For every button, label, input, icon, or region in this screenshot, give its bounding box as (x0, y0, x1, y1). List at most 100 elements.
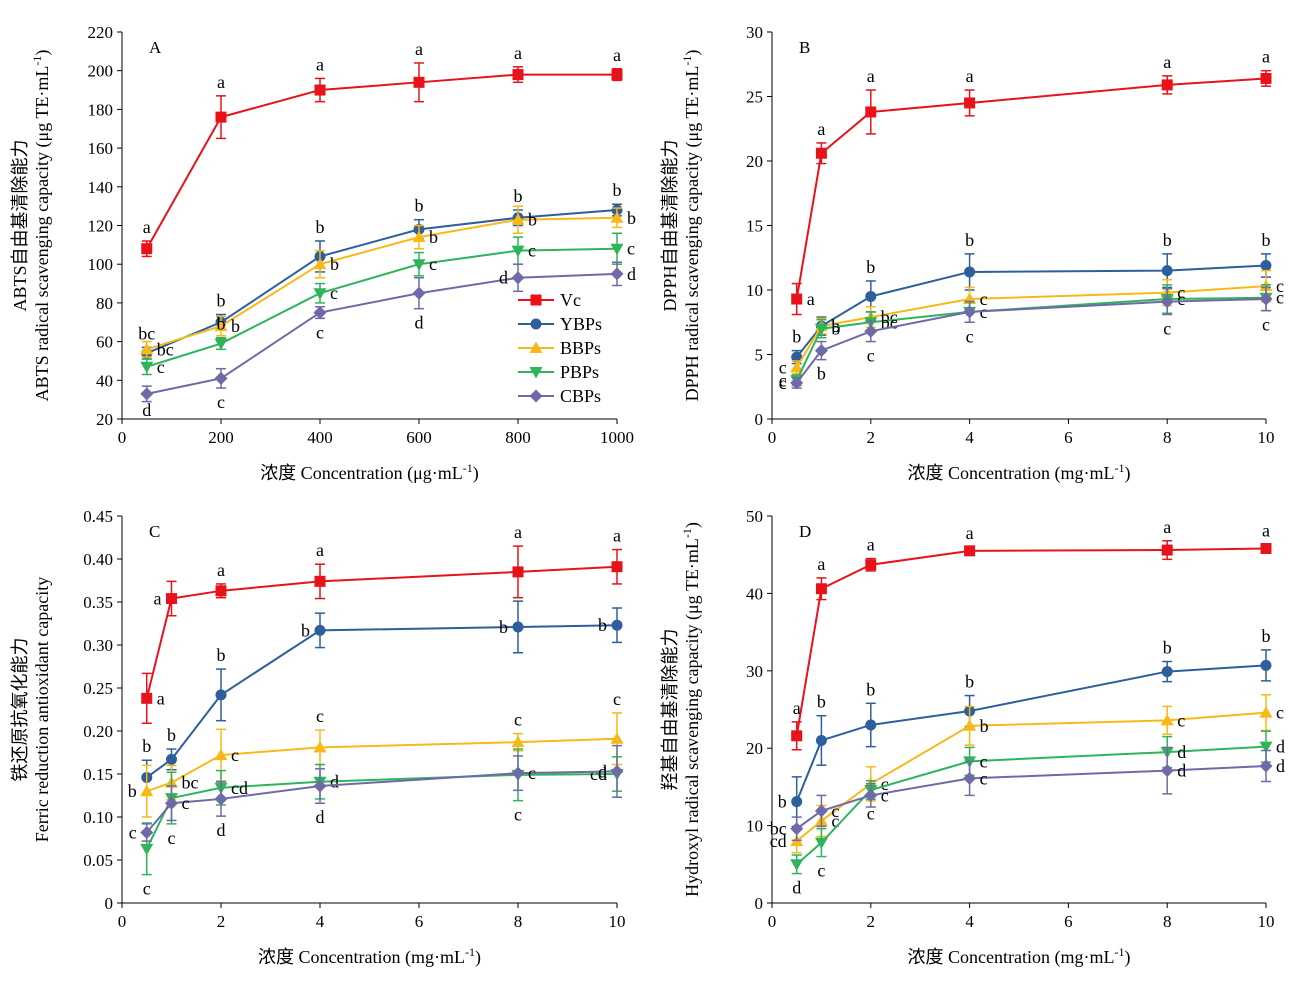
y-tick-label: 5 (755, 346, 764, 365)
data-point (815, 583, 827, 595)
panel-c: 0 0.05 0.10 0.15 0.20 0.25 0.30 0.35 0.40 0.45 0 2 4… (10, 507, 626, 968)
y-tick-label: 30 (746, 23, 763, 42)
significance-label: b (514, 186, 523, 206)
x-tick-label: 800 (505, 428, 531, 447)
significance-label: c (980, 768, 988, 788)
y-axis-label: Hydroxyl radical scavenging capacity (μg… (680, 522, 703, 897)
legend-marker (529, 367, 543, 379)
significance-label: b (817, 364, 826, 384)
significance-label: c (182, 793, 190, 813)
significance-label: c (1177, 289, 1185, 309)
significance-label: c (881, 774, 889, 794)
x-axis-label-sup: -1 (1114, 945, 1124, 959)
x-axis-label: 浓度 Concentration (mg·mL-1) (258, 945, 481, 968)
y-tick-label: 100 (88, 255, 114, 274)
significance-label: b (528, 210, 537, 230)
significance-label: b (831, 319, 840, 339)
data-point (815, 147, 827, 159)
data-point (214, 792, 228, 806)
legend-item: BBPs (518, 338, 601, 358)
data-point (865, 290, 877, 302)
y-axis-label-sup: -1 (680, 528, 694, 538)
data-point (512, 621, 524, 633)
y-tick-label: 0.30 (83, 636, 113, 655)
significance-label: d (330, 772, 339, 792)
significance-label: bc (182, 773, 199, 793)
series-line (795, 664, 1267, 802)
data-point (511, 213, 525, 225)
significance-label: c (217, 392, 225, 412)
significance-label: d (142, 400, 151, 420)
y-axis-label-main: ABTS radical scavenging capacity (μg TE·… (32, 66, 53, 402)
data-point (140, 784, 154, 797)
data-point (165, 796, 178, 810)
y-tick-label: 0.10 (83, 808, 113, 827)
y-tick-label: 160 (88, 139, 114, 158)
significance-label: b (613, 180, 622, 200)
significance-label: c (528, 763, 536, 783)
significance-label: a (966, 523, 974, 543)
y-tick-label: 40 (746, 584, 763, 603)
significance-label: b (429, 227, 438, 247)
series-line (146, 216, 618, 351)
significance-label: a (415, 39, 423, 59)
data-point (214, 319, 228, 332)
series-line (795, 298, 1267, 384)
data-point (791, 293, 803, 305)
data-point (1161, 544, 1173, 556)
data-point (412, 286, 426, 300)
significance-label: bc (770, 819, 787, 839)
data-point (215, 111, 227, 123)
significance-label: c (817, 861, 825, 881)
significance-label: b (866, 257, 875, 277)
significance-label: b (167, 725, 176, 745)
y-axis-label-main: DPPH radical scavenging capacity (μg TE·… (682, 66, 703, 402)
y-tick-label: 0 (105, 894, 114, 913)
data-point (413, 76, 425, 88)
significance-label: a (1262, 521, 1270, 541)
data-point (1161, 265, 1173, 277)
significance-label: b (1262, 626, 1271, 646)
data-point (791, 730, 803, 742)
y-tick-label: 0.20 (83, 722, 113, 741)
y-axis-label-main: Hydroxyl radical scavenging capacity (μg… (682, 538, 703, 897)
y-axis-label: Ferric reduction antioxidant capacity (32, 577, 52, 842)
significance-label: b (965, 230, 974, 250)
data-point (791, 796, 803, 808)
data-point (313, 779, 327, 793)
data-point (214, 371, 228, 385)
data-point (214, 748, 228, 761)
data-point (1260, 72, 1272, 84)
data-point (313, 740, 327, 753)
x-tick-label: 0 (768, 912, 777, 931)
data-point (964, 97, 976, 109)
x-axis-label-main: 浓度 Concentration (mg·mL (908, 463, 1115, 484)
data-point (790, 376, 804, 390)
significance-label: c (779, 370, 787, 390)
significance-label: c (316, 322, 324, 342)
series-line (796, 765, 1267, 830)
legend-item: Vc (518, 290, 581, 310)
data-point (166, 753, 177, 765)
y-tick-label: 0.35 (83, 593, 113, 612)
data-point (963, 771, 977, 785)
significance-label: c (1262, 315, 1270, 335)
data-point (511, 271, 525, 285)
data-point (814, 804, 828, 818)
series-vc: a a a a a a (791, 517, 1272, 751)
y-tick-label: 180 (88, 100, 114, 119)
x-axis-label-end: ) (1124, 463, 1130, 484)
x-axis-label: 浓度 Concentration (mg·mL-1) (908, 461, 1131, 484)
data-point (1260, 543, 1272, 555)
x-tick-label: 6 (1064, 912, 1073, 931)
series-line (796, 745, 1267, 866)
significance-label: c (514, 805, 522, 825)
significance-label: d (316, 807, 325, 827)
significance-label: b (792, 327, 801, 347)
series-vc: a a a a a a (141, 522, 623, 725)
data-point (314, 84, 326, 96)
y-axis-label-end: ) (682, 50, 703, 56)
legend-item: PBPs (518, 362, 599, 382)
